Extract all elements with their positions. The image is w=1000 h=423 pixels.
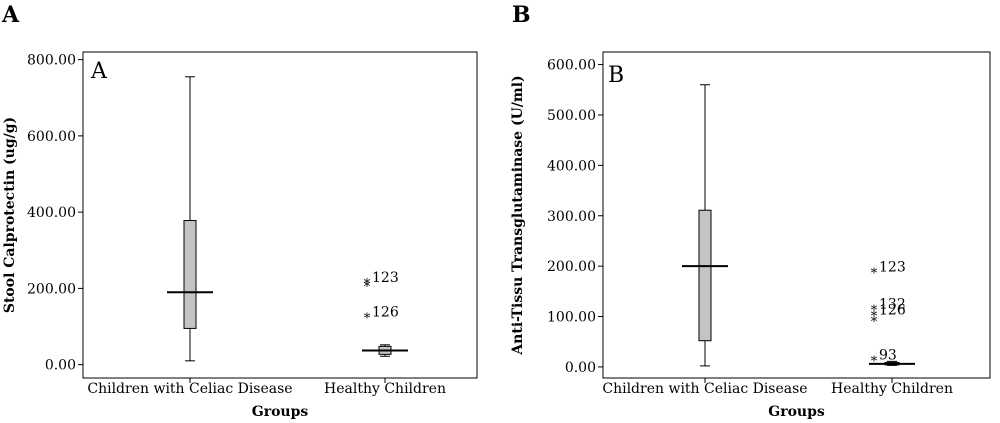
chart-a-panel-label: A bbox=[90, 59, 108, 84]
panel-letter-a: A bbox=[2, 2, 20, 28]
chart-a-x-axis-title: Groups bbox=[252, 404, 309, 420]
chart-b-y-axis-title: Anti-Tissu Transglutaminase (U/ml) bbox=[510, 75, 526, 355]
chart-b-panel-label: B bbox=[608, 63, 624, 88]
chart-b-outlier-marker: * bbox=[871, 267, 878, 282]
chart-b-plot-frame bbox=[602, 51, 991, 379]
chart-a-outlier-label: 126 bbox=[372, 304, 399, 320]
chart-b-y-tick-label: 100.00 bbox=[547, 310, 596, 326]
chart-b-y-tick-label: 300.00 bbox=[547, 209, 596, 225]
chart-a-x-tick-label: Children with Celiac Disease bbox=[87, 381, 292, 397]
chart-b-y-tick-label: 0.00 bbox=[565, 360, 596, 376]
chart-a-y-tick-label: 800.00 bbox=[27, 53, 76, 69]
chart-b-y-tick-label: 600.00 bbox=[547, 58, 596, 74]
chart-a-y-tick-label: 0.00 bbox=[45, 358, 76, 374]
chart-a-plot-frame bbox=[82, 51, 478, 379]
panel-letter-b: B bbox=[512, 2, 531, 28]
chart-b-outlier-marker: * bbox=[871, 303, 878, 318]
chart-a-outlier-marker: * bbox=[364, 277, 371, 292]
chart-b-box bbox=[698, 209, 712, 342]
chart-b-y-tick-label: 200.00 bbox=[547, 259, 596, 275]
chart-a-y-axis-title: Stool Calprotectin (ug/g) bbox=[2, 117, 18, 313]
chart-a-outlier-marker: * bbox=[364, 280, 371, 295]
chart-b-outlier-label: 132 bbox=[879, 296, 906, 312]
chart-b-outlier-marker: * bbox=[871, 315, 878, 330]
chart-b-y-tick-label: 400.00 bbox=[547, 158, 596, 174]
chart-a-outlier-marker: * bbox=[364, 311, 371, 326]
chart-b-outlier-label: 123 bbox=[879, 260, 906, 276]
chart-b-outlier-label: 93 bbox=[879, 347, 897, 363]
chart-b-x-tick-label: Healthy Children bbox=[831, 381, 953, 397]
chart-a-outlier-label: 123 bbox=[372, 270, 399, 286]
chart-b-y-tick-label: 500.00 bbox=[547, 108, 596, 124]
chart-a-x-tick-label: Healthy Children bbox=[324, 381, 446, 397]
chart-b-outlier-marker: * bbox=[871, 309, 878, 324]
chart-a-y-tick-label: 200.00 bbox=[27, 281, 76, 297]
chart-b-x-tick-label: Children with Celiac Disease bbox=[602, 381, 807, 397]
chart-b-outlier-marker: * bbox=[871, 354, 878, 369]
chart-b-outlier-label: 126 bbox=[879, 302, 906, 318]
chart-a-y-tick-label: 400.00 bbox=[27, 205, 76, 221]
chart-a-y-tick-label: 600.00 bbox=[27, 129, 76, 145]
chart-a-box bbox=[183, 220, 197, 329]
chart-b-x-axis-title: Groups bbox=[768, 404, 825, 420]
